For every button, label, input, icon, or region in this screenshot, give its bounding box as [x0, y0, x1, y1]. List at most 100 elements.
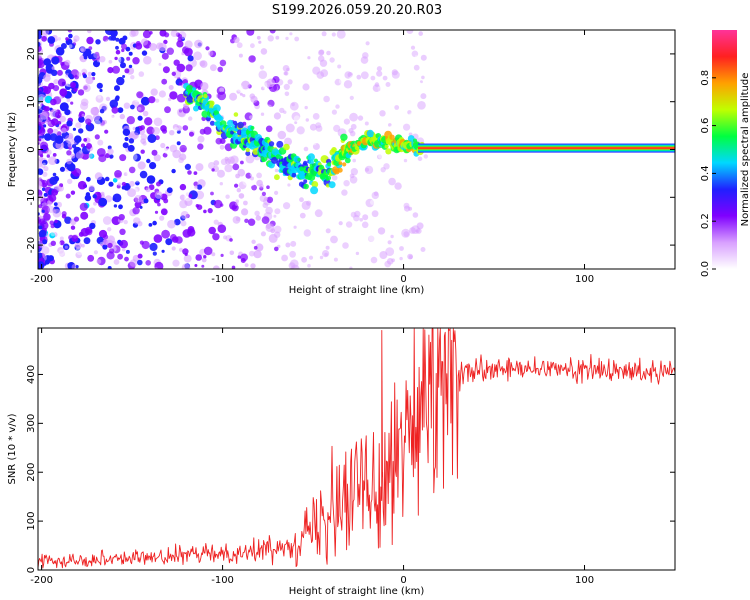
noise-blob: [193, 171, 198, 176]
noise-blob: [404, 205, 411, 212]
noise-blob: [59, 95, 63, 100]
noise-blob: [423, 219, 430, 225]
noise-blob: [88, 54, 93, 60]
noise-blob: [109, 154, 114, 159]
noise-blob: [81, 243, 85, 248]
noise-blob: [121, 247, 126, 252]
noise-blob: [229, 238, 233, 242]
noise-blob: [217, 66, 223, 73]
noise-blob: [305, 118, 309, 122]
noise-blob: [50, 240, 56, 246]
noise-blob: [303, 146, 309, 152]
noise-blob: [255, 243, 264, 252]
noise-blob: [312, 143, 320, 150]
noise-blob: [217, 169, 225, 178]
snr-series-line: [38, 328, 675, 569]
noise-blob: [408, 111, 417, 121]
noise-blob: [171, 246, 176, 251]
noise-blob: [142, 30, 151, 39]
noise-blob: [207, 208, 213, 214]
noise-blob: [59, 240, 65, 246]
noise-blob: [70, 101, 74, 105]
ridge-blob: [303, 183, 309, 190]
noise-blob: [97, 192, 101, 196]
noise-blob: [48, 194, 57, 202]
noise-blob: [333, 191, 339, 198]
noise-blob: [107, 266, 112, 269]
noise-blob: [244, 218, 249, 223]
noise-blob: [134, 201, 142, 209]
noise-blob: [83, 138, 88, 142]
noise-blob: [244, 112, 253, 121]
snr-ytick-label: 100: [26, 512, 37, 531]
noise-blob: [258, 40, 262, 44]
noise-blob: [43, 192, 48, 197]
noise-blob: [64, 134, 74, 144]
ridge-blob: [340, 133, 348, 141]
noise-blob: [47, 128, 54, 134]
noise-blob: [421, 75, 425, 80]
noise-blob: [343, 118, 350, 125]
snr-ytick-label: 0: [26, 567, 37, 573]
noise-blob: [219, 182, 223, 186]
noise-blob: [178, 81, 183, 86]
noise-blob: [251, 239, 256, 244]
noise-blob: [173, 127, 179, 132]
noise-blob: [402, 41, 407, 46]
noise-blob: [182, 125, 189, 131]
noise-blob: [79, 202, 88, 211]
noise-blob: [172, 259, 180, 267]
noise-blob: [259, 183, 264, 189]
noise-blob: [41, 246, 50, 255]
noise-blob: [253, 245, 258, 250]
noise-blob: [70, 153, 76, 159]
noise-blob: [393, 223, 399, 230]
noise-blob: [245, 172, 252, 179]
noise-blob: [75, 251, 82, 259]
snr-xtick-label: -100: [211, 575, 234, 586]
noise-blob: [267, 35, 274, 42]
noise-blob: [293, 115, 301, 122]
noise-blob: [52, 208, 62, 218]
noise-blob: [82, 74, 87, 79]
noise-blob: [234, 183, 239, 188]
noise-blob: [281, 254, 288, 262]
noise-blob: [203, 209, 207, 214]
noise-blob: [322, 107, 328, 114]
noise-blob: [73, 35, 80, 42]
noise-blob: [208, 162, 216, 170]
ridge-blob: [233, 120, 238, 125]
noise-blob: [323, 40, 329, 46]
noise-blob: [45, 119, 50, 125]
noise-blob: [406, 30, 414, 34]
noise-blob: [121, 185, 126, 190]
noise-blob: [139, 240, 144, 245]
noise-blob: [105, 30, 114, 36]
noise-blob: [384, 170, 390, 175]
noise-blob: [283, 83, 290, 90]
noise-blob: [262, 202, 269, 209]
noise-blob: [365, 198, 375, 208]
ridge-blob: [326, 175, 332, 181]
noise-blob: [53, 79, 59, 85]
noise-blob: [189, 131, 194, 137]
noise-blob: [256, 35, 261, 40]
noise-blob: [86, 176, 91, 182]
noise-blob: [53, 202, 58, 207]
noise-blob: [133, 174, 142, 183]
ridge-blob: [319, 173, 326, 180]
noise-blob: [284, 91, 290, 97]
noise-blob: [52, 172, 57, 177]
noise-blob: [159, 30, 167, 37]
noise-blob: [42, 182, 47, 188]
noise-blob: [370, 256, 378, 264]
noise-blob: [267, 99, 275, 107]
ridge-blob: [250, 125, 255, 130]
noise-blob: [104, 39, 112, 47]
noise-blob: [59, 250, 66, 257]
noise-blob: [106, 251, 115, 260]
noise-blob: [326, 50, 331, 56]
snr-xtick-label: 100: [575, 575, 594, 586]
noise-blob: [243, 200, 248, 206]
noise-blob: [424, 263, 429, 268]
